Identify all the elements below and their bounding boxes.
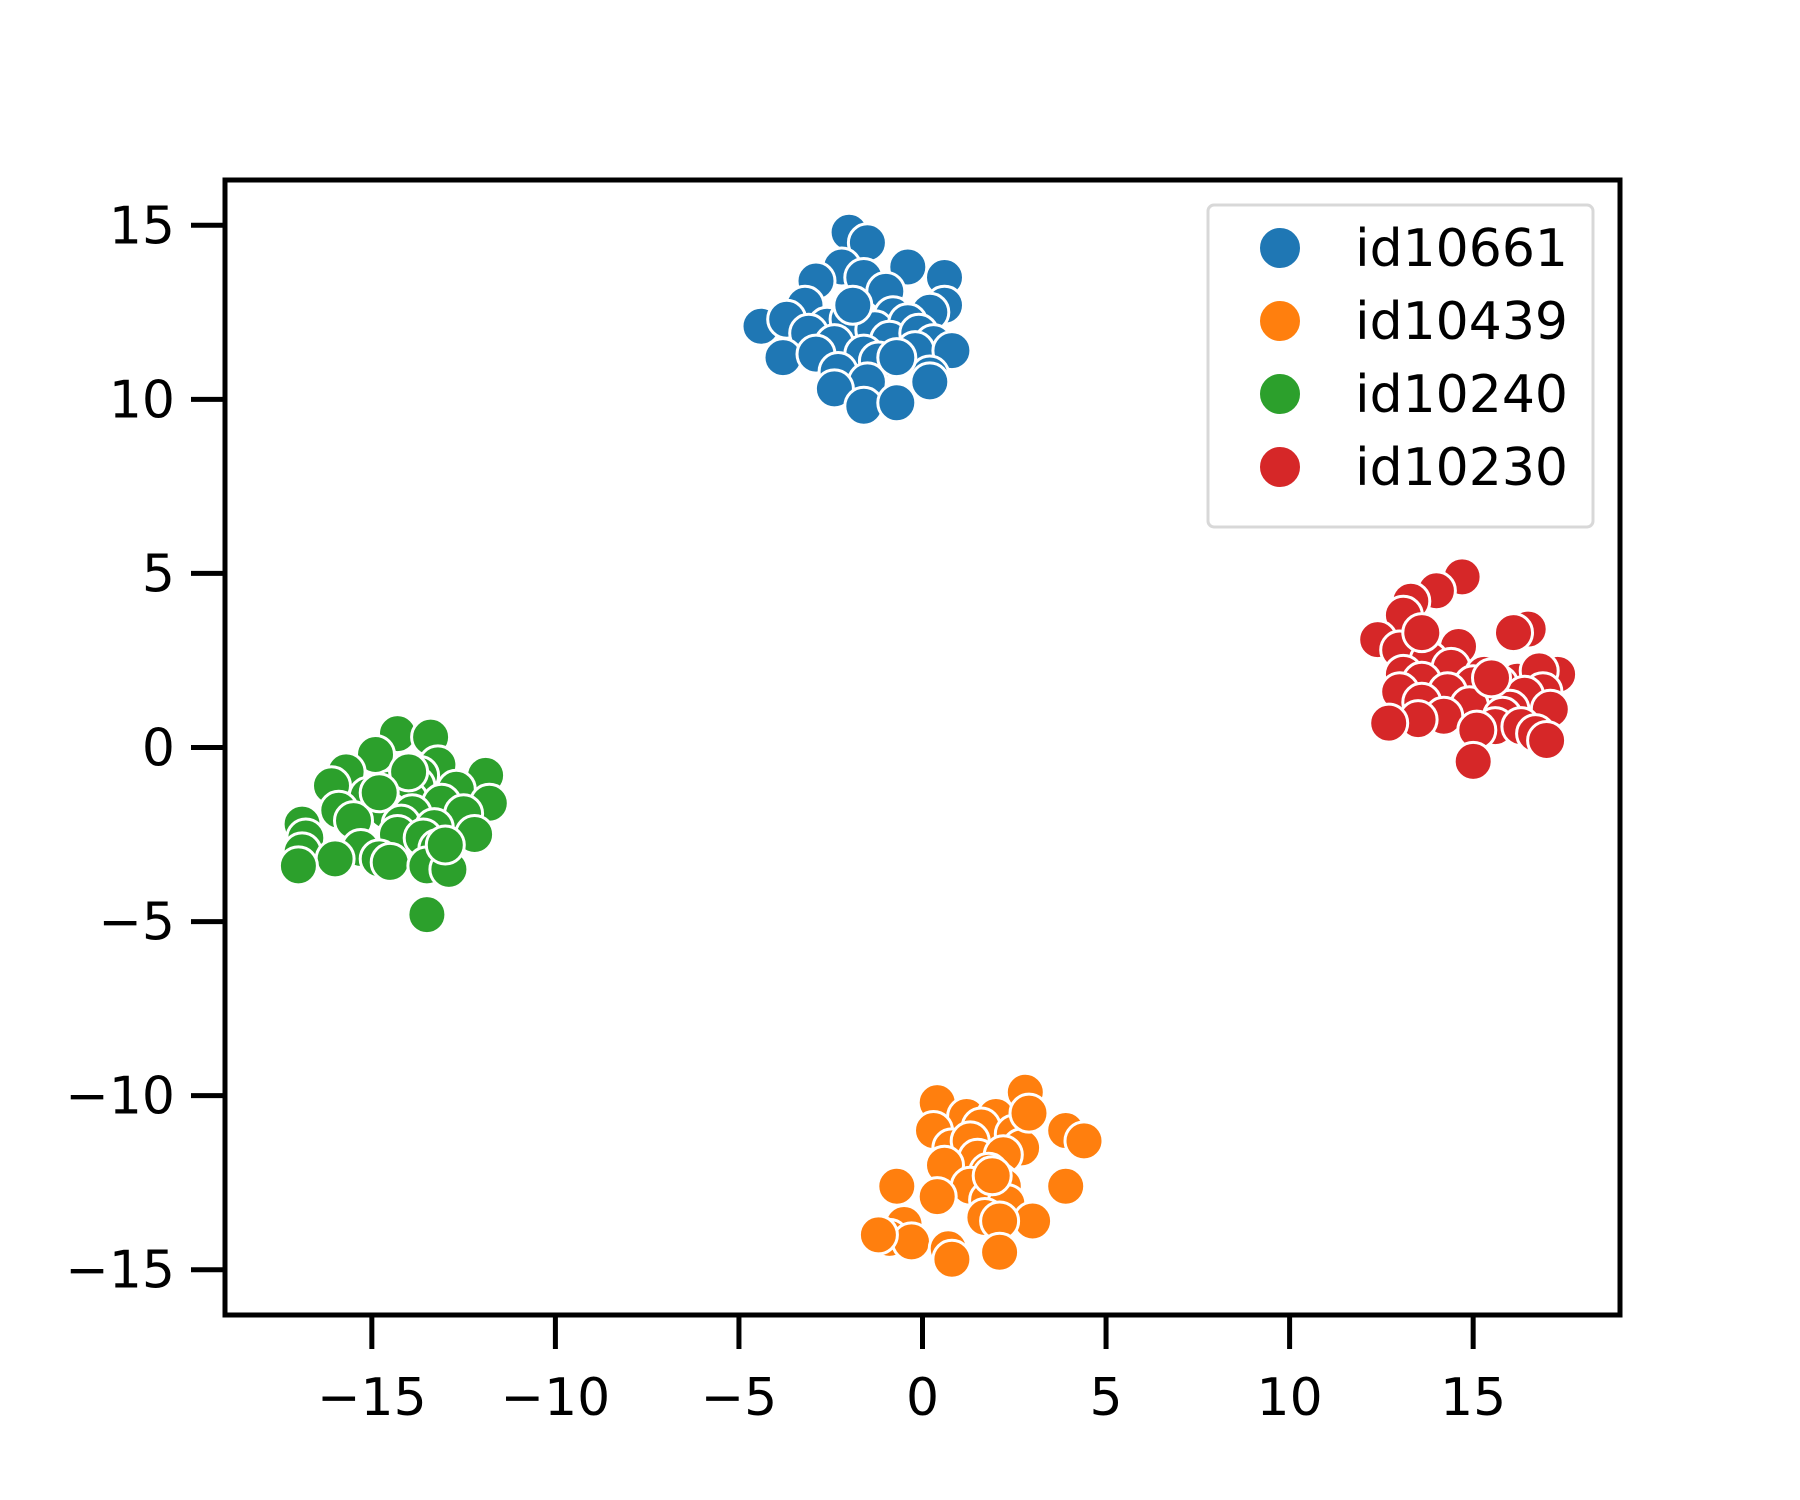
legend-marker <box>1258 372 1302 416</box>
legend-box <box>1206 203 1595 529</box>
data-point-id10439 <box>891 1221 932 1263</box>
data-point-id10661 <box>876 337 918 379</box>
data-point-id10240 <box>406 894 448 936</box>
data-points <box>277 211 1579 1280</box>
legend-marker <box>1258 226 1302 270</box>
legend-label: id10661 <box>1355 219 1568 279</box>
data-point-id10661 <box>876 382 918 424</box>
legend-marker <box>1258 299 1302 343</box>
data-point-id10439 <box>916 1176 958 1218</box>
legend-label: id10240 <box>1355 365 1568 425</box>
x-tick-label: 15 <box>1440 1368 1506 1428</box>
x-tick-label: 10 <box>1257 1368 1323 1428</box>
data-point-id10230 <box>1493 612 1534 654</box>
x-tick-label: 0 <box>906 1368 939 1428</box>
data-point-id10439 <box>971 1155 1013 1197</box>
y-tick-label: 15 <box>109 196 175 256</box>
legend-label: id10230 <box>1355 438 1568 498</box>
data-point-id10230 <box>1471 657 1512 699</box>
data-point-id10240 <box>388 751 430 793</box>
data-point-id10240 <box>369 841 411 883</box>
legend-marker <box>1258 445 1302 489</box>
data-point-id10240 <box>314 838 356 880</box>
y-tick-label: 0 <box>142 719 175 779</box>
x-tick-label: 5 <box>1090 1368 1123 1428</box>
y-tick-label: 10 <box>109 370 175 430</box>
data-point-id10439 <box>857 1214 899 1256</box>
data-point-id10661 <box>832 284 874 326</box>
data-point-id10230 <box>1526 720 1568 761</box>
data-point-id10230 <box>1452 740 1494 782</box>
x-tick-label: −10 <box>501 1368 611 1428</box>
data-point-id10240 <box>358 772 400 814</box>
y-tick-label: −5 <box>98 893 175 953</box>
data-point-id10439 <box>979 1231 1021 1273</box>
data-point-id10439 <box>876 1165 918 1207</box>
data-point-id10439 <box>1045 1165 1087 1207</box>
axis-ticks: −15 −10 −5 0 5 10 15 −15 −10 −5 0 5 10 15 <box>65 196 1506 1428</box>
y-tick-label: −10 <box>65 1067 175 1127</box>
x-tick-label: −15 <box>317 1368 427 1428</box>
data-point-id10230 <box>1368 702 1410 744</box>
legend: id10661 id10439 id10240 id10230 <box>1206 203 1595 529</box>
y-tick-label: −15 <box>65 1241 175 1301</box>
data-point-id10439 <box>931 1238 973 1280</box>
data-point-id10240 <box>277 845 319 887</box>
legend-label: id10439 <box>1355 292 1568 352</box>
data-point-id10439 <box>1063 1120 1105 1162</box>
y-tick-label: 5 <box>142 544 175 604</box>
data-point-id10240 <box>424 824 466 866</box>
data-point-id10661 <box>909 361 951 403</box>
data-point-id10230 <box>1401 612 1443 654</box>
data-point-id10439 <box>1008 1092 1050 1134</box>
x-tick-label: −5 <box>701 1368 778 1428</box>
plot-area-frame <box>222 177 1623 1318</box>
